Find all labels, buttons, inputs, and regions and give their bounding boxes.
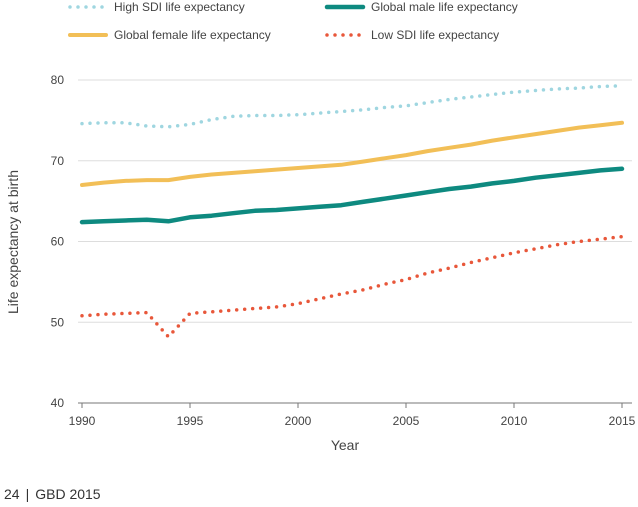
y-tick-label: 80 — [51, 73, 65, 87]
x-tick-label: 2000 — [285, 414, 312, 428]
page-number: 24 — [4, 486, 20, 502]
legend-label: High SDI life expectancy — [114, 0, 245, 14]
legend-label: Global female life expectancy — [114, 28, 271, 42]
series-line-global-male-life-expectancy — [79, 166, 625, 225]
series-layer — [79, 83, 625, 339]
footer-separator: | — [25, 486, 30, 502]
life-expectancy-chart: High SDI life expectancy Global male life… — [5, 0, 636, 453]
gridlines — [78, 79, 632, 404]
y-axis: 40 50 60 70 80 — [51, 73, 65, 410]
y-tick-label: 60 — [51, 235, 65, 249]
x-tick-label: 2015 — [609, 414, 636, 428]
series-line-global-female-life-expectancy — [80, 120, 624, 187]
x-axis-title: Year — [331, 437, 360, 453]
y-tick-label: 40 — [51, 396, 65, 410]
x-tick-label: 1995 — [177, 414, 204, 428]
y-axis-title: Life expectancy at birth — [5, 170, 21, 314]
x-tick-label: 2005 — [393, 414, 420, 428]
x-tick-label: 2010 — [501, 414, 528, 428]
legend-label: Low SDI life expectancy — [371, 28, 499, 42]
legend-label: Global male life expectancy — [371, 0, 518, 14]
x-axis: 1990 1995 2000 2005 2010 2015 — [69, 402, 636, 428]
y-tick-label: 50 — [51, 315, 65, 329]
legend: High SDI life expectancy Global male life… — [68, 0, 518, 42]
y-tick-label: 70 — [51, 154, 65, 168]
page-footer: 24 | GBD 2015 — [4, 486, 101, 502]
x-tick-label: 1990 — [69, 414, 96, 428]
series-line-high-sdi-life-expectancy — [80, 83, 624, 129]
series-line-low-sdi-life-expectancy — [80, 234, 624, 339]
publication-title: GBD 2015 — [35, 486, 101, 502]
